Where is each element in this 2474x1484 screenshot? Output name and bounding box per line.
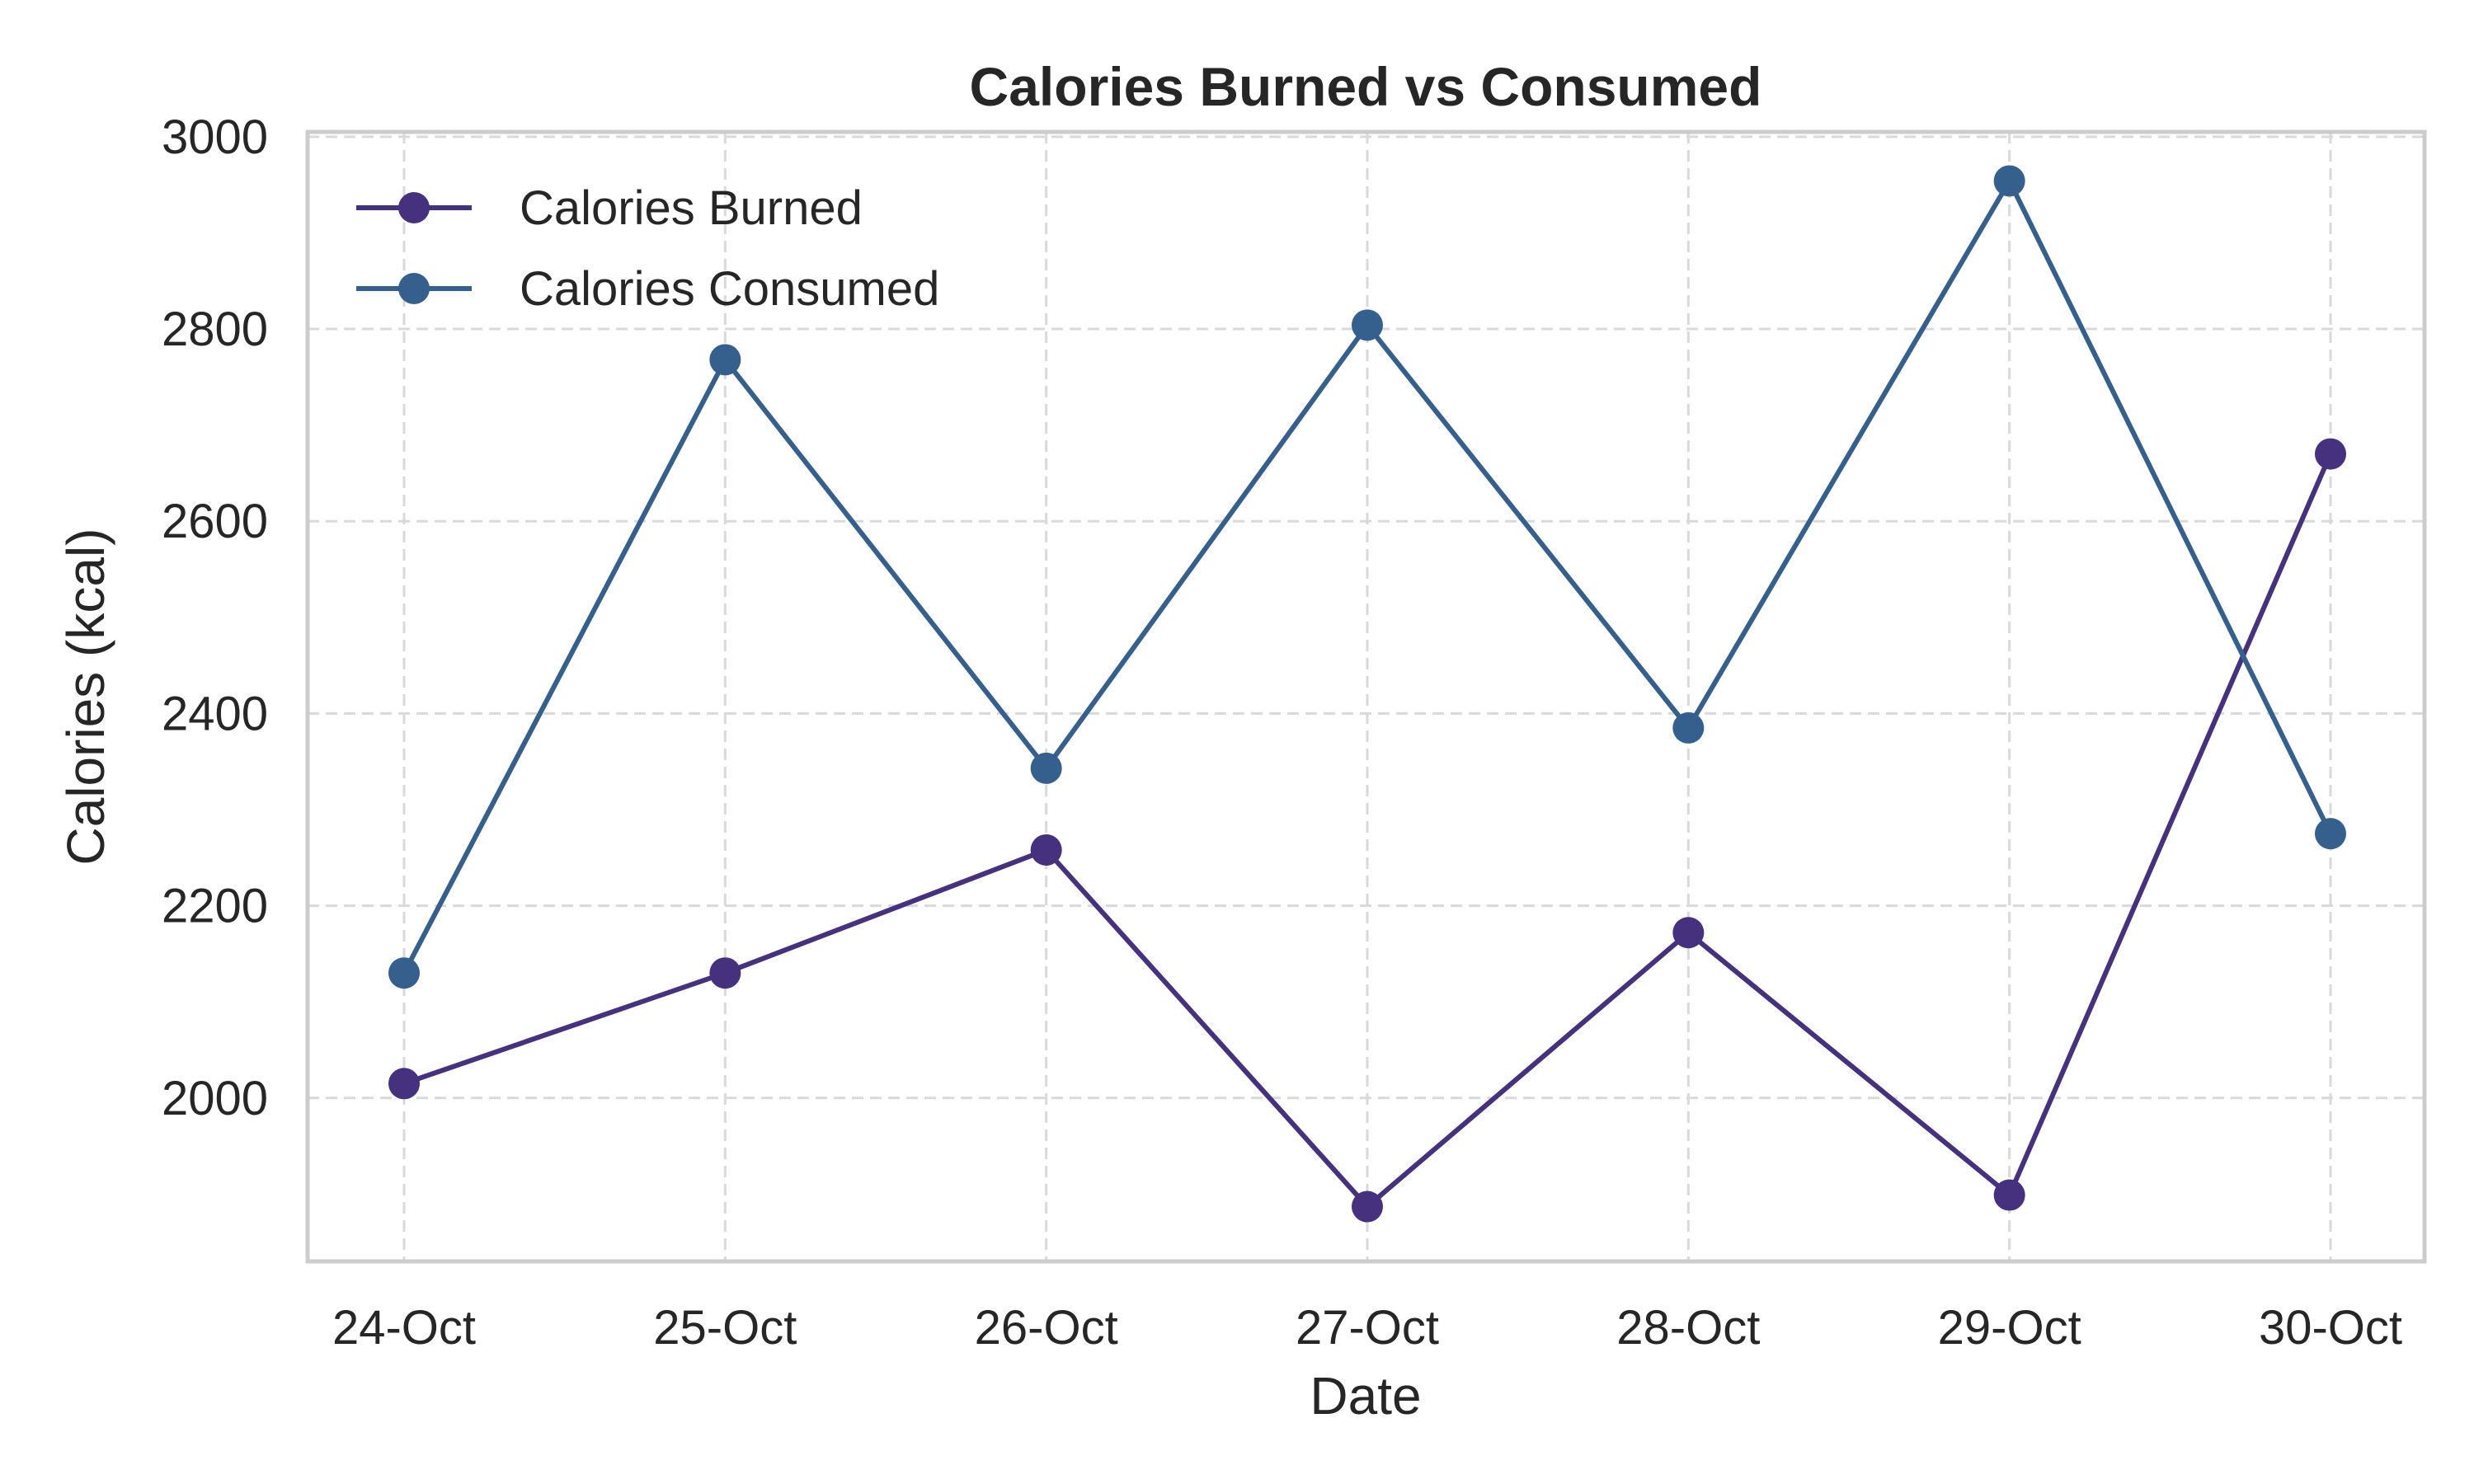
x-tick-label: 28-Oct [1616, 1301, 1760, 1355]
data-point [1352, 309, 1383, 341]
x-tick-label: 30-Oct [2259, 1301, 2402, 1355]
y-tick-label: 3000 [162, 110, 268, 164]
data-point [1030, 752, 1062, 784]
x-tick-label: 29-Oct [1938, 1301, 2081, 1355]
y-tick-label: 2200 [162, 880, 268, 933]
data-point [2315, 438, 2346, 470]
x-tick-label: 24-Oct [332, 1301, 476, 1355]
x-tick-label: 26-Oct [975, 1301, 1118, 1355]
y-tick-label: 2800 [162, 303, 268, 356]
data-point [709, 957, 741, 989]
legend-item: Calories Burned [356, 181, 863, 235]
data-point [1993, 165, 2025, 197]
series-1 [388, 438, 2346, 1223]
data-point [1672, 711, 1705, 744]
legend-marker [398, 273, 430, 304]
y-tick-label: 2600 [162, 495, 268, 548]
data-point [388, 1068, 420, 1100]
x-tick-label: 25-Oct [653, 1301, 797, 1355]
plot-area-frame [305, 129, 2427, 1264]
legend-marker [398, 192, 430, 223]
legend-item: Calories Consumed [356, 262, 939, 316]
legend-label: Calories Consumed [520, 262, 939, 316]
data-point [2315, 818, 2346, 850]
data-point [388, 957, 420, 989]
chart-title: Calories Burned vs Consumed [970, 56, 1762, 117]
y-axis-ticks: 2000 2200 2400 2600 2800 3000 [162, 110, 268, 1125]
data-point [709, 344, 741, 376]
x-axis-ticks: 24-Oct 25-Oct 26-Oct 27-Oct 28-Oct 29-Oct 30-O… [332, 1301, 2402, 1355]
x-axis-label: Date [1310, 1366, 1421, 1425]
y-tick-label: 2000 [162, 1072, 268, 1125]
y-tick-label: 2400 [162, 687, 268, 740]
legend: Calories Burned Calories Consumed [356, 181, 939, 316]
data-point [1352, 1190, 1383, 1223]
data-point [1672, 917, 1705, 949]
legend-label: Calories Burned [520, 181, 863, 235]
x-tick-label: 27-Oct [1296, 1301, 1439, 1355]
data-point [1993, 1179, 2025, 1211]
series-layer [388, 165, 2346, 1223]
y-axis-label: Calories (kcal) [56, 528, 115, 866]
series-2 [388, 165, 2346, 989]
data-point [1030, 834, 1062, 866]
